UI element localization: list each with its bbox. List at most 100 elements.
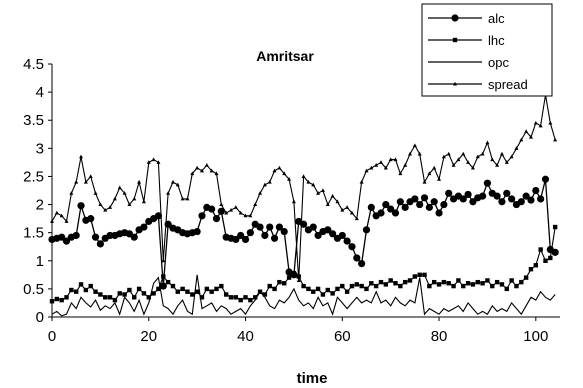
data-point-alc (96, 240, 104, 248)
data-point-lhc (199, 295, 205, 300)
data-point-spread (253, 202, 258, 207)
data-point-spread (466, 160, 471, 164)
data-point-spread (495, 163, 500, 167)
data-point-spread (475, 154, 480, 159)
data-point-alc (140, 223, 148, 231)
data-point-lhc (233, 295, 239, 300)
data-point-spread (180, 196, 185, 201)
data-point-lhc (480, 281, 485, 286)
data-point-lhc (354, 282, 359, 287)
data-point-lhc (223, 292, 229, 297)
data-point-lhc (301, 283, 306, 289)
data-point-spread (199, 168, 204, 173)
x-tick-label: 100 (523, 328, 548, 345)
data-point-spread (108, 205, 113, 209)
data-point-lhc (441, 279, 447, 285)
x-axis-title: time (297, 370, 328, 387)
data-point-lhc (175, 289, 180, 294)
data-point-alc (387, 205, 395, 213)
data-point-spread (79, 154, 84, 159)
data-point-lhc (69, 287, 74, 293)
data-point-lhc (132, 295, 137, 300)
data-point-alc (130, 233, 138, 241)
data-point-lhc (451, 283, 456, 289)
series-line-opc (51, 274, 556, 317)
data-point-lhc (427, 283, 432, 289)
data-point-lhc (151, 291, 156, 296)
data-point-spread (451, 163, 456, 167)
y-tick-label: 4.5 (23, 56, 44, 73)
data-point-lhc (373, 283, 379, 289)
data-point-spread (59, 213, 64, 218)
data-point-spread (127, 202, 132, 207)
data-point-spread (461, 151, 466, 156)
data-point-spread (470, 165, 475, 170)
data-point-spread (233, 205, 238, 209)
data-point-spread (383, 165, 388, 170)
data-point-alc (193, 227, 201, 236)
data-point-lhc (548, 255, 553, 261)
data-point-spread (214, 171, 219, 176)
data-point-alc (522, 192, 530, 200)
data-point-lhc (228, 295, 234, 300)
legend-marker-spread (453, 81, 457, 86)
data-point-spread (229, 207, 234, 212)
data-point-alc (396, 198, 404, 206)
data-point-spread (243, 213, 248, 218)
data-point-lhc (286, 275, 292, 280)
data-point-lhc (456, 278, 461, 283)
data-point-spread (378, 160, 383, 164)
data-point-spread (248, 213, 253, 218)
data-point-lhc (412, 274, 418, 279)
data-point-lhc (422, 272, 427, 278)
data-point-lhc (272, 286, 277, 292)
data-point-alc (58, 233, 66, 241)
x-tick-label: 60 (334, 328, 351, 345)
data-point-spread (403, 163, 408, 167)
data-point-lhc (214, 286, 219, 292)
data-point-spread (219, 202, 224, 207)
data-point-alc (362, 226, 371, 234)
data-point-lhc (243, 295, 248, 300)
series-opc (51, 274, 556, 317)
data-point-spread (209, 168, 214, 173)
data-point-alc (498, 198, 506, 206)
data-point-spread (369, 165, 374, 170)
data-point-spread (504, 160, 509, 164)
data-point-lhc (248, 297, 253, 303)
data-point-lhc (311, 289, 316, 294)
data-point-lhc (499, 282, 505, 287)
data-point-alc (270, 234, 279, 242)
data-point-spread (456, 157, 461, 162)
data-point-lhc (122, 292, 127, 297)
data-point-lhc (504, 286, 509, 292)
data-point-alc (241, 235, 250, 244)
data-point-spread (262, 182, 267, 187)
y-tick-label: 4 (36, 84, 44, 101)
data-point-spread (446, 151, 451, 156)
data-point-lhc (330, 291, 335, 296)
legend-label-alc: alc (488, 11, 505, 26)
data-point-alc (275, 223, 283, 231)
data-point-spread (349, 210, 354, 215)
data-point-lhc (436, 282, 442, 287)
data-point-lhc (461, 283, 466, 289)
data-point-alc (478, 192, 487, 200)
y-tick-label: 3.5 (23, 112, 44, 129)
data-point-lhc (170, 283, 176, 289)
data-point-lhc (340, 283, 345, 289)
data-point-lhc (117, 291, 122, 296)
data-point-lhc (267, 283, 272, 289)
data-point-lhc (485, 278, 490, 283)
data-point-alc (246, 229, 254, 237)
data-point-spread (69, 191, 74, 195)
data-point-lhc (219, 283, 224, 289)
data-point-alc (266, 223, 274, 231)
x-tick-label: 80 (431, 328, 448, 345)
x-tick-label: 40 (237, 328, 254, 345)
data-point-spread (408, 151, 413, 156)
data-point-lhc (369, 281, 374, 286)
data-point-spread (137, 179, 142, 184)
data-point-spread (528, 134, 533, 139)
